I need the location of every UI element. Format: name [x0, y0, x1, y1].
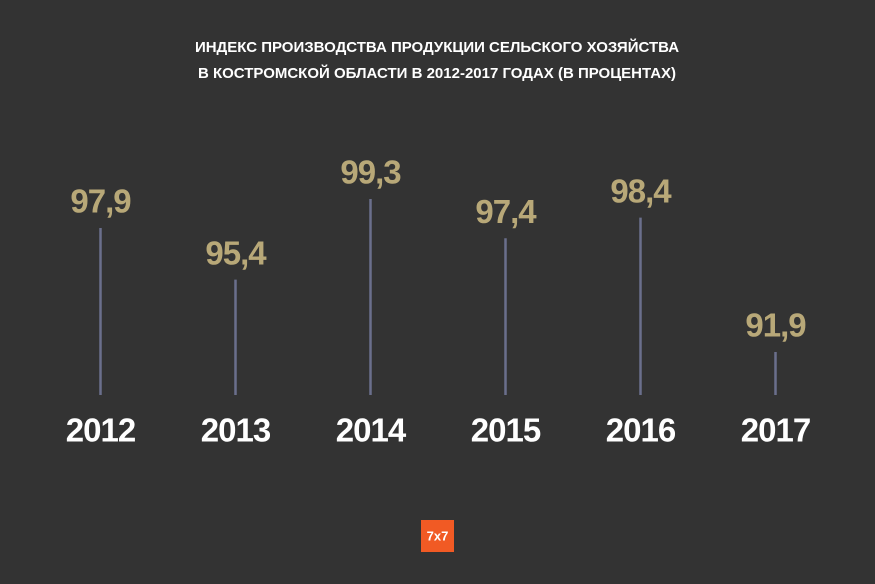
value-label: 97,4: [475, 193, 537, 230]
x-tick-label: 2015: [471, 412, 541, 449]
chart-title: В КОСТРОМСКОЙ ОБЛАСТИ В 2012-2017 ГОДАХ …: [198, 64, 676, 82]
logo-box: [421, 520, 454, 552]
chart-title: ИНДЕКС ПРОИЗВОДСТВА ПРОДУКЦИИ СЕЛЬСКОГО …: [195, 38, 679, 56]
logo: 7x7: [427, 528, 449, 543]
x-tick-label: 2017: [741, 412, 810, 449]
x-tick-label: 2012: [66, 412, 136, 449]
x-tick-label: 2014: [336, 412, 407, 449]
value-label: 95,4: [205, 234, 267, 271]
value-label: 97,9: [70, 183, 131, 220]
value-label: 99,3: [340, 154, 401, 191]
value-label: 98,4: [610, 172, 672, 209]
x-tick-label: 2016: [606, 412, 676, 449]
value-label: 91,9: [745, 307, 806, 344]
x-tick-label: 2013: [201, 412, 271, 449]
